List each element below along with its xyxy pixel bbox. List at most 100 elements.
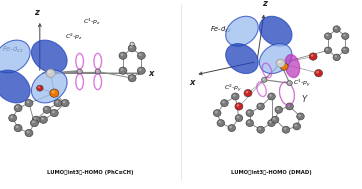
- Circle shape: [257, 103, 264, 110]
- Circle shape: [119, 67, 127, 74]
- Circle shape: [214, 110, 221, 117]
- Circle shape: [324, 47, 332, 54]
- Circle shape: [326, 34, 328, 36]
- Circle shape: [139, 68, 142, 71]
- Circle shape: [263, 78, 265, 80]
- Circle shape: [30, 119, 38, 127]
- Circle shape: [121, 68, 123, 71]
- Circle shape: [324, 33, 332, 40]
- Circle shape: [137, 67, 145, 74]
- Circle shape: [261, 77, 267, 82]
- Circle shape: [282, 126, 290, 133]
- Circle shape: [316, 71, 319, 73]
- Circle shape: [288, 81, 290, 83]
- Circle shape: [222, 101, 225, 103]
- Circle shape: [228, 125, 235, 132]
- Circle shape: [139, 53, 142, 56]
- Circle shape: [25, 99, 33, 107]
- Circle shape: [46, 69, 55, 77]
- Ellipse shape: [0, 70, 30, 103]
- Circle shape: [236, 104, 239, 107]
- Circle shape: [277, 108, 279, 110]
- Circle shape: [282, 64, 285, 67]
- Circle shape: [130, 42, 134, 46]
- Text: C$^2$-p$_y$: C$^2$-p$_y$: [224, 82, 243, 94]
- Circle shape: [50, 89, 59, 97]
- Circle shape: [334, 27, 337, 29]
- Circle shape: [235, 103, 243, 110]
- Circle shape: [137, 52, 145, 59]
- Circle shape: [276, 59, 285, 67]
- Circle shape: [248, 111, 250, 113]
- Text: C$^2$-p$_z$: C$^2$-p$_z$: [65, 31, 83, 42]
- Circle shape: [230, 126, 232, 128]
- Circle shape: [343, 34, 346, 36]
- Circle shape: [275, 106, 282, 113]
- Circle shape: [258, 127, 261, 130]
- Circle shape: [26, 131, 29, 133]
- Circle shape: [16, 126, 18, 128]
- Circle shape: [343, 48, 346, 50]
- Text: x: x: [148, 69, 154, 78]
- Circle shape: [233, 94, 236, 97]
- Circle shape: [297, 113, 304, 120]
- Circle shape: [128, 45, 136, 52]
- Ellipse shape: [226, 44, 258, 74]
- Ellipse shape: [285, 55, 300, 78]
- Circle shape: [334, 55, 337, 57]
- Circle shape: [32, 121, 35, 123]
- Text: z: z: [262, 0, 267, 8]
- Circle shape: [131, 43, 132, 44]
- Circle shape: [326, 48, 328, 50]
- Circle shape: [14, 105, 22, 112]
- Circle shape: [333, 26, 340, 33]
- Circle shape: [268, 120, 275, 127]
- Ellipse shape: [0, 40, 30, 73]
- Circle shape: [333, 54, 340, 61]
- Circle shape: [45, 107, 47, 110]
- Ellipse shape: [31, 40, 67, 73]
- Text: LUMO（Int3）-HOMO (DMAD): LUMO（Int3）-HOMO (DMAD): [231, 170, 312, 175]
- Circle shape: [278, 60, 281, 64]
- Text: C$^1$-p$_y$: C$^1$-p$_y$: [293, 77, 311, 89]
- Ellipse shape: [226, 16, 258, 46]
- Circle shape: [235, 115, 243, 122]
- Text: Y: Y: [302, 95, 307, 104]
- Circle shape: [34, 117, 37, 120]
- Circle shape: [63, 101, 66, 103]
- Circle shape: [342, 33, 349, 40]
- Circle shape: [257, 126, 264, 133]
- Circle shape: [9, 114, 17, 122]
- Text: C$^1$-p$_z$: C$^1$-p$_z$: [83, 16, 101, 27]
- Circle shape: [54, 99, 62, 107]
- Circle shape: [280, 63, 288, 70]
- Circle shape: [273, 118, 275, 120]
- Circle shape: [43, 106, 51, 113]
- Circle shape: [309, 53, 317, 60]
- Circle shape: [244, 89, 252, 97]
- Ellipse shape: [31, 70, 67, 103]
- Circle shape: [246, 110, 253, 117]
- Circle shape: [48, 70, 51, 73]
- Circle shape: [219, 121, 221, 123]
- Circle shape: [246, 120, 253, 127]
- Circle shape: [25, 129, 33, 137]
- Circle shape: [78, 70, 80, 72]
- Text: Fe-d$_{xz}$: Fe-d$_{xz}$: [2, 45, 24, 55]
- Circle shape: [268, 93, 275, 100]
- Circle shape: [342, 47, 349, 54]
- Circle shape: [39, 116, 47, 123]
- Circle shape: [245, 91, 248, 93]
- Circle shape: [128, 74, 136, 82]
- Text: z: z: [34, 8, 39, 17]
- Circle shape: [221, 100, 228, 107]
- Circle shape: [16, 106, 18, 108]
- Circle shape: [293, 123, 300, 130]
- Circle shape: [41, 117, 44, 120]
- Circle shape: [38, 86, 40, 88]
- Circle shape: [237, 116, 239, 118]
- Circle shape: [287, 104, 290, 107]
- Circle shape: [37, 85, 43, 91]
- Ellipse shape: [260, 16, 292, 46]
- Circle shape: [232, 93, 239, 100]
